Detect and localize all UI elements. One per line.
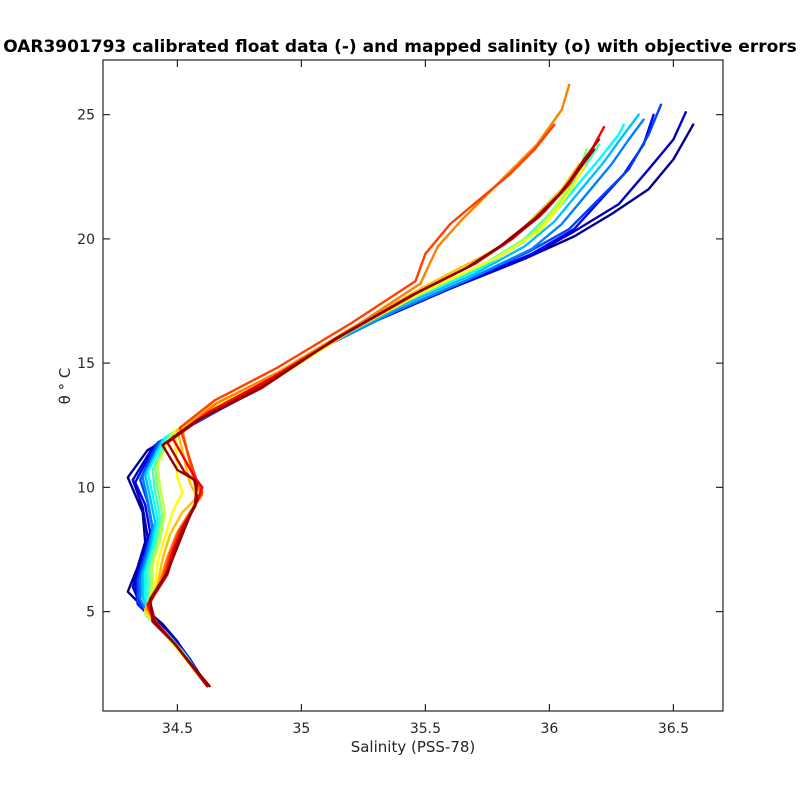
profile-line-17 bbox=[148, 148, 596, 688]
profile-line-12 bbox=[143, 163, 581, 688]
y-tick-label: 5 bbox=[86, 605, 95, 621]
x-tick-label: 35.5 bbox=[410, 721, 441, 737]
y-tick-label: 25 bbox=[77, 108, 95, 124]
profile-line-8 bbox=[146, 143, 601, 688]
y-tick-label: 20 bbox=[77, 232, 95, 248]
y-tick-label: 10 bbox=[77, 480, 95, 496]
profile-line-4 bbox=[136, 103, 663, 688]
y-tick-label: 15 bbox=[77, 356, 95, 372]
series-lines bbox=[126, 83, 695, 688]
profile-line-14 bbox=[146, 123, 556, 688]
profile-line-13 bbox=[146, 83, 571, 688]
y-axis-ticks: 5 10 15 20 25 bbox=[77, 108, 723, 621]
x-tick-label: 36.5 bbox=[658, 721, 689, 737]
plot-frame bbox=[102, 59, 724, 712]
profile-line-10 bbox=[143, 163, 581, 688]
x-axis-label: Salinity (PSS-78) bbox=[351, 738, 476, 756]
profile-line-15 bbox=[146, 125, 606, 688]
chart-title: OAR3901793 calibrated float data (-) and… bbox=[3, 37, 797, 57]
y-axis-label: θ ° C bbox=[56, 368, 74, 405]
x-tick-label: 36 bbox=[540, 721, 558, 737]
x-tick-label: 35 bbox=[292, 721, 310, 737]
x-tick-label: 34.5 bbox=[162, 721, 193, 737]
profile-line-11 bbox=[143, 165, 586, 688]
x-axis-ticks: 34.5 35 35.5 36 36.5 bbox=[162, 60, 689, 737]
